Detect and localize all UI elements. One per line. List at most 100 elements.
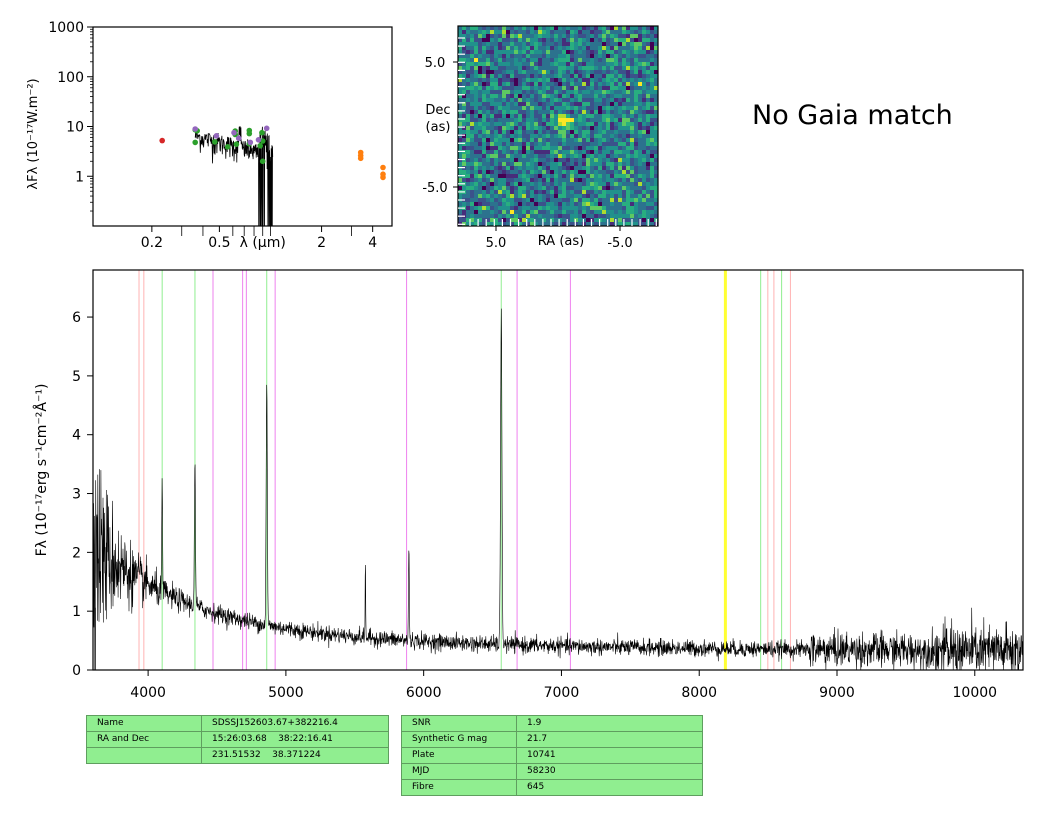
cutout-pixel [574,114,579,119]
cutout-pixel [458,110,463,115]
cutout-pixel [466,62,471,67]
cutout-pixel [642,86,647,91]
cutout-pixel [482,158,487,163]
cutout-pixel [486,42,491,47]
cutout-pixel [518,146,523,151]
cutout-pixel [574,38,579,43]
cutout-pixel [546,158,551,163]
cutout-pixel [614,38,619,43]
cutout-pixel [614,42,619,47]
cutout-pixel [478,98,483,103]
cutout-pixel [614,182,619,187]
cutout-pixel [470,34,475,39]
cutout-pixel [638,38,643,43]
cutout-pixel [522,54,527,59]
cutout-pixel [614,30,619,35]
cutout-pixel [626,54,631,59]
cutout-pixel [594,26,599,31]
cutout-pixel [530,158,535,163]
cutout-pixel [542,210,547,215]
cutout-pixel [478,142,483,147]
cutout-pixel [618,66,623,71]
cutout-pixel [514,138,519,143]
cutout-pixel [510,194,515,199]
table-cell-label: RA and Dec [86,731,202,748]
cutout-pixel [638,158,643,163]
cutout-pixel [610,154,615,159]
cutout-pixel [558,30,563,35]
cutout-pixel [574,62,579,67]
cutout-pixel [654,158,659,163]
cutout-pixel [598,50,603,55]
cutout-pixel [458,154,463,159]
spectrum-xtick-label: 5000 [268,685,304,701]
cutout-pixel [486,114,491,119]
cutout-pixel [554,118,559,123]
cutout-pixel [606,114,611,119]
cutout-pixel [546,118,551,123]
cutout-pixel [558,94,563,99]
cutout-pixel [606,182,611,187]
cutout-pixel [634,138,639,143]
cutout-pixel [538,90,543,95]
cutout-pixel [650,214,655,219]
cutout-pixel [634,190,639,195]
cutout-pixel [586,158,591,163]
cutout-pixel [614,82,619,87]
cutout-pixel [538,198,543,203]
cutout-pixel [642,54,647,59]
cutout-pixel [518,210,523,215]
cutout-pixel [522,210,527,215]
cutout-xtick-left: 5.0 [486,236,507,251]
cutout-pixel [538,94,543,99]
cutout-pixel [498,118,503,123]
cutout-pixel [490,110,495,115]
cutout-pixel [518,30,523,35]
cutout-pixel [594,222,599,227]
cutout-pixel [562,218,567,223]
cutout-pixel [522,94,527,99]
cutout-pixel [562,82,567,87]
cutout-pixel [538,206,543,211]
cutout-pixel [578,130,583,135]
cutout-pixel [578,78,583,83]
cutout-pixel [466,190,471,195]
cutout-pixel [506,154,511,159]
cutout-pixel [642,58,647,63]
cutout-pixel [630,38,635,43]
cutout-pixel [542,74,547,79]
cutout-pixel [562,58,567,63]
table-cell-value: 58230 [516,763,703,780]
cutout-pixel [518,86,523,91]
cutout-pixel [602,166,607,171]
sed-point [357,155,364,162]
cutout-pixel [630,66,635,71]
cutout-pixel [522,138,527,143]
cutout-pixel [550,26,555,31]
cutout-pixel [630,154,635,159]
cutout-pixel [514,50,519,55]
cutout-pixel [526,54,531,59]
cutout-pixel [582,26,587,31]
cutout-pixel [622,118,627,123]
cutout-pixel [482,30,487,35]
cutout-pixel [514,154,519,159]
cutout-pixel [550,190,555,195]
cutout-pixel [482,110,487,115]
cutout-pixel [582,86,587,91]
cutout-pixel [614,210,619,215]
cutout-pixel [646,70,651,75]
cutout-pixel [510,186,515,191]
cutout-pixel [514,126,519,131]
cutout-pixel [518,78,523,83]
cutout-pixel [518,58,523,63]
cutout-pixel [494,50,499,55]
cutout-pixel [654,54,659,59]
cutout-pixel [622,74,627,79]
cutout-pixel [526,206,531,211]
cutout-pixel [654,46,659,51]
cutout-pixel [610,182,615,187]
cutout-pixel [478,198,483,203]
cutout-pixel [518,98,523,103]
cutout-pixel [506,158,511,163]
